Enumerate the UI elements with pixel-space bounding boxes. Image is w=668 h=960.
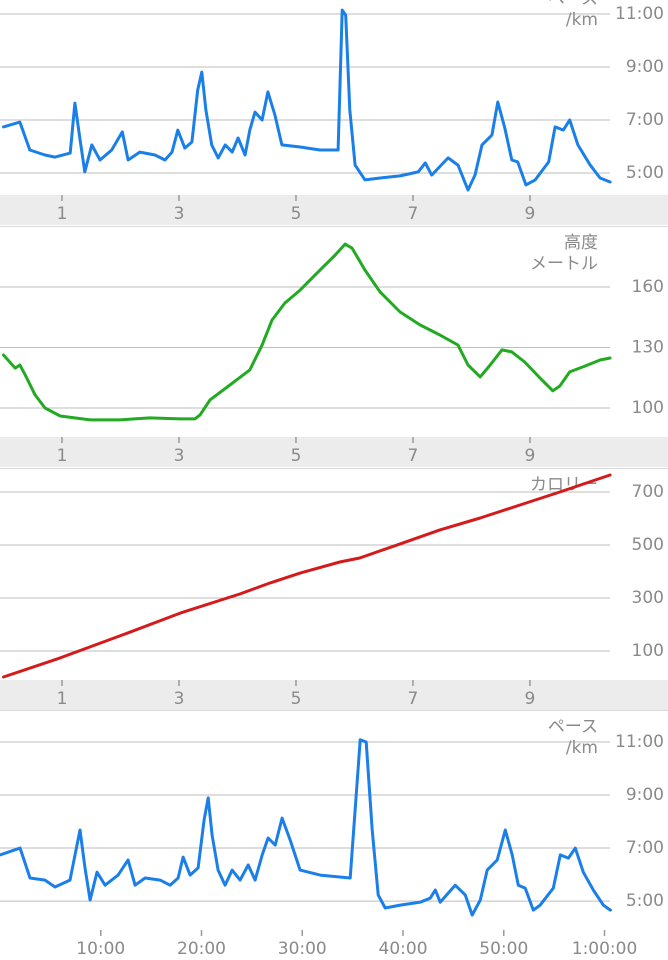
x-tick-label: 7	[408, 689, 419, 709]
x-tick-label: 3	[174, 689, 185, 709]
x-tick-label: 5	[291, 446, 302, 466]
y-tick-label: 700	[632, 482, 664, 502]
y-axis-label: ペース	[548, 717, 598, 737]
x-tick-label: 1	[57, 689, 68, 709]
y-tick-label: 11:00	[615, 4, 664, 24]
y-tick-label: 500	[632, 535, 664, 555]
x-tick-label: 40:00	[379, 939, 428, 959]
x-tick-label: 3	[174, 446, 185, 466]
y-tick-label: 7:00	[626, 110, 664, 130]
x-tick-label: 9	[525, 446, 536, 466]
y-axis-label: 高度	[564, 233, 598, 253]
y-axis-unit: /km	[566, 10, 598, 30]
x-tick-label: 1	[57, 204, 68, 224]
x-tick-label: 9	[525, 689, 536, 709]
x-tick-label: 7	[408, 204, 419, 224]
y-axis-unit: メートル	[530, 254, 598, 274]
y-tick-label: 9:00	[626, 57, 664, 77]
y-tick-label: 5:00	[626, 891, 664, 911]
y-tick-label: 11:00	[615, 732, 664, 752]
x-tick-label: 7	[408, 446, 419, 466]
y-axis-unit: /km	[566, 738, 598, 758]
x-tick-label: 10:00	[76, 939, 125, 959]
x-tick-label: 3	[174, 204, 185, 224]
x-tick-label: 9	[525, 204, 536, 224]
data-line	[0, 738, 612, 917]
y-tick-label: 130	[632, 338, 664, 358]
x-tick-label: 50:00	[479, 939, 528, 959]
x-tick-label: 20:00	[177, 939, 226, 959]
y-tick-label: 9:00	[626, 785, 664, 805]
y-tick-label: 5:00	[626, 163, 664, 183]
y-axis-label: カロリー	[530, 475, 598, 495]
data-line	[2, 242, 612, 422]
axis-band	[0, 437, 668, 467]
x-tick-label: 30:00	[278, 939, 327, 959]
x-tick-label: 1:00:00	[572, 939, 638, 959]
y-tick-label: 7:00	[626, 838, 664, 858]
y-tick-label: 100	[632, 398, 664, 418]
axis-band	[0, 930, 668, 960]
data-line	[2, 473, 612, 679]
y-tick-label: 100	[632, 641, 664, 661]
y-tick-label: 300	[632, 588, 664, 608]
x-tick-label: 5	[291, 689, 302, 709]
data-line	[2, 8, 612, 192]
y-axis-label: ペース	[548, 0, 598, 9]
axis-band	[0, 680, 668, 710]
y-tick-label: 160	[632, 277, 664, 297]
x-tick-label: 5	[291, 204, 302, 224]
axis-band	[0, 195, 668, 225]
x-tick-label: 1	[57, 446, 68, 466]
